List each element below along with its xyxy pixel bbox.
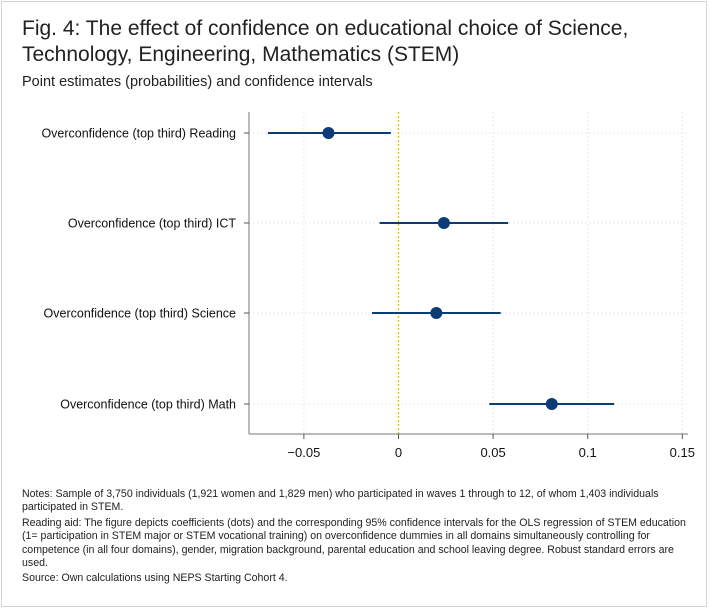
category-label: Overconfidence (top third) Math [60, 398, 236, 412]
point-estimate [322, 127, 335, 139]
x-tick-label: 0.05 [480, 445, 505, 460]
axis-layer: −0.05 0 0.05 0.1 0.15 Overconfidence (top thi… [41, 112, 695, 460]
figure-notes: Notes: Sample of 3,750 individuals (1,92… [22, 488, 697, 588]
category-label: Overconfidence (top third) Science [44, 307, 237, 321]
category-label: Overconfidence (top third) ICT [68, 217, 236, 231]
notes-sample: Notes: Sample of 3,750 individuals (1,92… [22, 488, 659, 514]
marks-layer [267, 127, 615, 410]
category-label: Overconfidence (top third) Reading [41, 127, 236, 141]
point-estimate [545, 398, 558, 410]
x-tick-label: 0 [395, 445, 402, 460]
chart-title: Fig. 4: The effect of confidence on educ… [22, 17, 629, 66]
coefficient-plot: −0.05 0 0.05 0.1 0.15 Overconfidence (top thi… [41, 112, 695, 460]
chart-subtitle: Point estimates (probabilities) and conf… [22, 74, 373, 90]
notes-source: Source: Own calculations using NEPS Star… [22, 572, 288, 585]
point-estimate [437, 217, 450, 229]
x-tick-label: 0.15 [670, 445, 695, 460]
point-estimate [430, 307, 443, 319]
x-tick-label: 0.1 [579, 445, 597, 460]
x-tick-label: −0.05 [287, 445, 320, 460]
notes-reading-aid: Reading aid: The figure depicts coeffici… [22, 516, 686, 570]
grid-layer [249, 112, 688, 434]
